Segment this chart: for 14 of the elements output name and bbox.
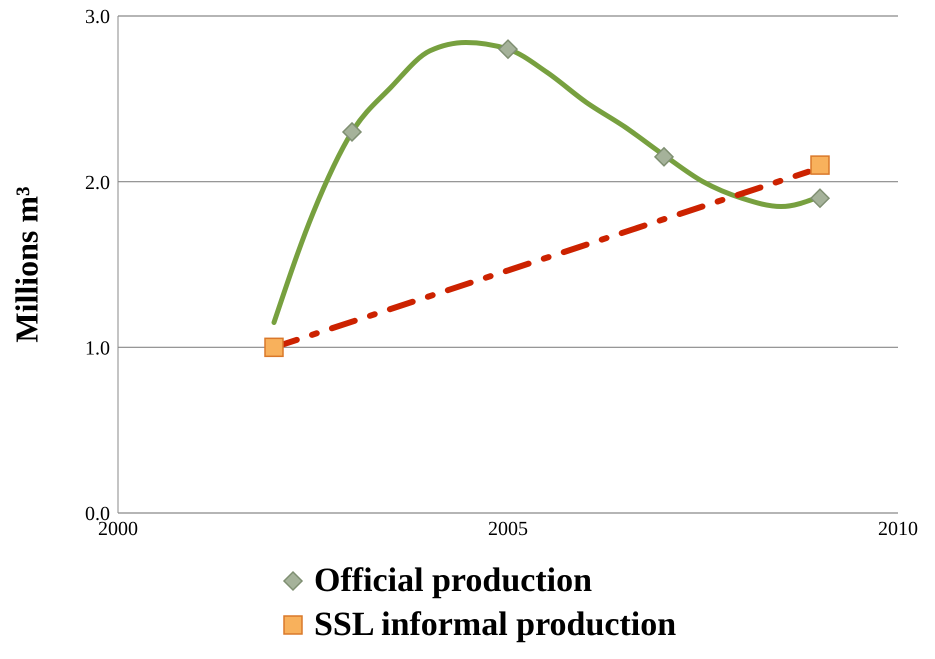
y-tick-label: 3.0 — [85, 6, 110, 28]
point — [498, 39, 518, 59]
y-tick-label: 2.0 — [85, 172, 110, 194]
legend-label: SSL informal production — [314, 605, 676, 645]
y-tick-label: 1.0 — [85, 337, 110, 360]
x-tick-label: 2010 — [878, 518, 918, 540]
x-tick-label: 2005 — [488, 518, 528, 540]
point — [654, 147, 674, 167]
point — [810, 155, 830, 175]
point — [342, 122, 362, 142]
legend-label: Official production — [314, 561, 592, 601]
point — [264, 338, 284, 358]
point — [810, 188, 830, 208]
y-axis-title: Millions m³ — [8, 186, 44, 343]
